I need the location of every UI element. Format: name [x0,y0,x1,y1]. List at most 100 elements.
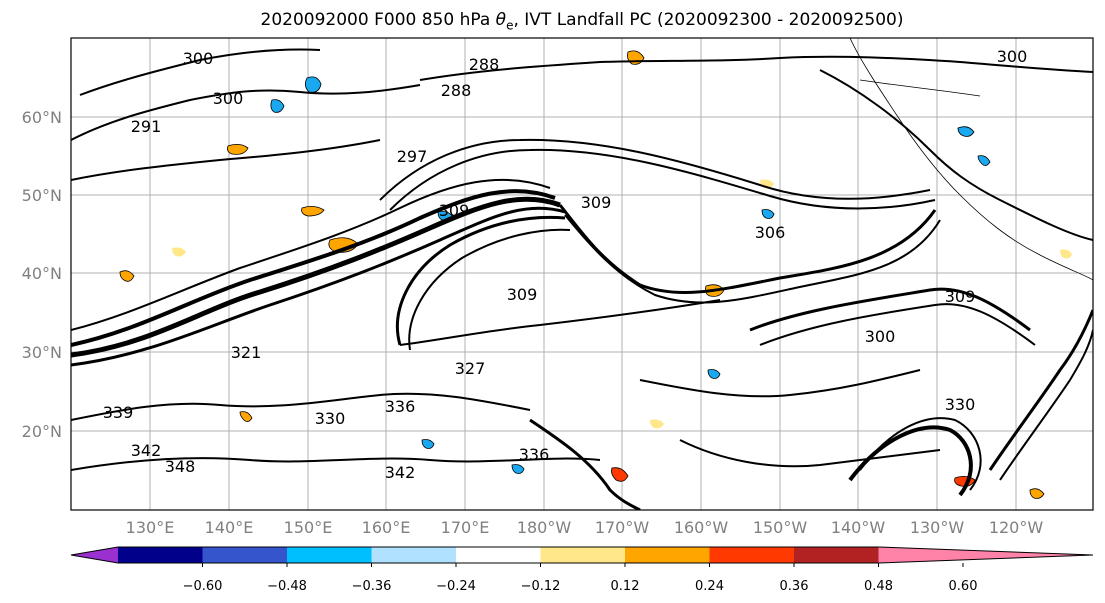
contour-label: 327 [455,359,486,378]
contour-line [71,139,381,181]
contour-label: 300 [865,327,896,346]
contour-line [79,48,321,96]
contour-labels: 300 300 288 291 297 288 300 309 309 306 309 300 309 3… [103,47,1028,482]
colorbar-segment [287,547,372,563]
contour-label: 309 [581,193,612,212]
contour-line [529,418,641,510]
contour-label: 336 [385,397,416,416]
contour-line [679,439,941,468]
shade-blob [650,419,664,429]
contour-label: 288 [469,55,500,74]
contour-label: 306 [755,223,786,242]
colorbar-tick-label: 0.24 [695,579,724,594]
contour-label: 330 [945,395,976,414]
shade-blob [239,411,253,422]
colorbar-tick-label: −0.48 [267,579,307,594]
latitude-label: 40°N [22,264,62,283]
shade-blob [611,467,629,482]
shade-blob [761,209,775,219]
contour-label: 309 [945,287,976,306]
longitude-label: 160°E [362,518,411,537]
contour-line [389,148,936,211]
contour-line [999,329,1093,481]
contour-label: 300 [997,47,1028,66]
longitude-label: 120°W [989,518,1044,537]
longitude-label: 140°E [205,518,254,537]
contour-line [749,287,1031,332]
shade-blob [172,247,186,257]
contour-label: 297 [397,147,428,166]
contour-line [759,303,1036,346]
shade-blob [421,439,435,449]
contour-label: 288 [441,81,472,100]
gridlines [71,38,1093,510]
colorbar-extend-low [71,547,118,563]
shade-blob [977,155,991,166]
longitude-label: 180°W [517,518,572,537]
longitude-label: 130°E [126,518,175,537]
colorbar-extend-high [878,547,1093,563]
colorbar-segment [540,547,626,563]
latitude-label: 20°N [22,422,62,441]
contour-label: 342 [131,441,162,460]
contour-label: 321 [231,343,262,362]
shade-blob [511,464,525,474]
longitude-label: 150°E [284,518,333,537]
longitude-label: 130°W [910,518,965,537]
contour-line [639,369,921,398]
latitude-label: 60°N [22,108,62,127]
longitude-label: 170°W [595,518,650,537]
contour-line [988,309,1093,471]
colorbar-segment [202,547,288,563]
contour-line [71,84,421,141]
shade-blob [707,369,721,379]
contour-label: 336 [519,445,550,464]
map-title: 2020092000 F000 850 hPa θe, IVT Landfall… [260,10,904,33]
contour-line [419,55,1093,81]
longitude-label: 150°W [753,518,808,537]
colorbar-segment [371,547,457,563]
latitude-label: 50°N [22,186,62,205]
shade-blob [301,206,325,217]
theta-e-contours [71,48,1093,510]
latitude-labels: 60°N 50°N 40°N 30°N 20°N [22,108,62,441]
colorbar-tick-label: 0.12 [611,579,640,594]
contour-label: 330 [315,409,346,428]
longitude-labels: 130°E 140°E 150°E 160°E 170°E 180°W 170°W 160°W… [126,518,1044,537]
colorbar-tick-label: −0.24 [436,579,476,594]
shade-blob [305,76,322,93]
contour-label: 309 [439,201,470,220]
longitude-label: 170°E [441,518,490,537]
latitude-label: 30°N [22,343,62,362]
coastline [859,79,981,97]
contour-label: 348 [165,457,196,476]
colorbar-tick-label: 0.36 [780,579,809,594]
coastline [849,38,1093,281]
colorbar-outline [70,546,1094,564]
contour-line [71,189,556,347]
contour-label: 300 [213,89,244,108]
contour-label: 342 [385,463,416,482]
contour-line [558,204,937,295]
contour-line [71,392,531,421]
contour-label: 309 [507,285,538,304]
contour-line [71,206,566,367]
contour-line [71,196,561,358]
contour-line [379,138,931,201]
colorbar-segment [625,547,710,563]
contour-label: 291 [131,117,162,136]
contour-line [395,215,566,346]
colorbar-segment [456,547,541,563]
colorbar: −0.60 −0.48 −0.36 −0.24 −0.12 0.12 0.24 0.36 0.4… [70,546,1094,594]
contour-line [71,178,551,331]
shade-blob [1060,249,1072,259]
contour-label: 339 [103,403,134,422]
colorbar-tick-label: −0.36 [352,579,392,594]
colorbar-tick-label: −0.12 [521,579,561,594]
contour-line [859,417,982,491]
shade-blob [270,99,285,113]
colorbar-segment [794,547,879,563]
shade-blob [957,126,975,137]
colorbar-tick-label: 0.48 [864,579,893,594]
